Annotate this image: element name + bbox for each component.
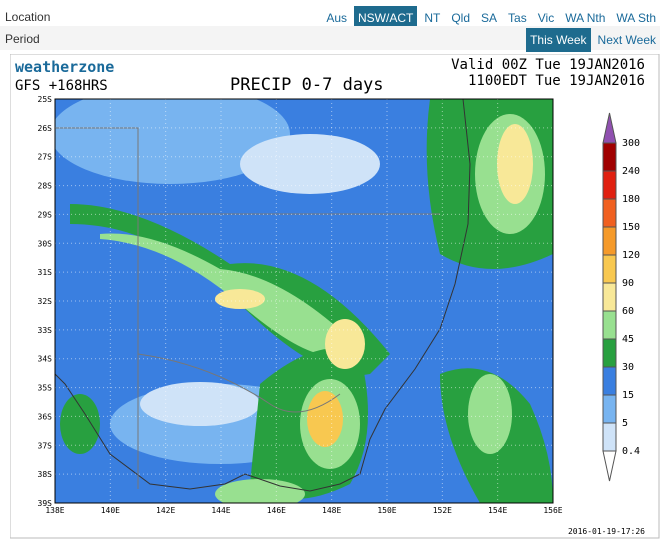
legend-label: 300 [622, 138, 640, 149]
map-panel: weatherzone GFS +168HRS PRECIP 0-7 days … [10, 54, 660, 539]
timestamp: 2016-01-19-17:26 [568, 527, 645, 536]
lat-label: 29S [38, 210, 53, 219]
legend-swatch [602, 366, 617, 396]
legend-label: 45 [622, 334, 634, 345]
legend-swatch [602, 310, 617, 340]
lon-label: 144E [211, 506, 230, 515]
legend-label: 150 [622, 222, 640, 233]
legend-label: 30 [622, 362, 634, 373]
lat-label: 34S [38, 355, 53, 364]
period-tab[interactable]: This Week [526, 28, 591, 52]
lon-label: 148E [322, 506, 341, 515]
lat-label: 35S [38, 384, 53, 393]
map-frame [54, 98, 554, 504]
legend-swatch [602, 226, 617, 256]
legend-label: 120 [622, 250, 640, 261]
graticule: 25S 26S 27S 28S 29S 30S 31S 32S 33S 34S 35S 36S 37S 3… [38, 95, 563, 515]
legend-swatch [602, 422, 617, 452]
lat-label: 38S [38, 470, 53, 479]
model: GFS +168HRS [15, 78, 108, 94]
lon-label: 154E [488, 506, 507, 515]
legend-label: 60 [622, 306, 634, 317]
field-blob [240, 134, 380, 194]
lat-label: 36S [38, 412, 53, 421]
legend-label: 15 [622, 390, 634, 401]
legend-label: 5 [622, 418, 628, 429]
lon-label: 138E [45, 506, 64, 515]
legend-label: 240 [622, 166, 640, 177]
brand: weatherzone [15, 58, 114, 76]
local-time: 1100EDT Tue 19JAN2016 [468, 73, 645, 89]
legend-label: 90 [622, 278, 634, 289]
lat-label: 31S [38, 268, 53, 277]
location-row: Location Aus NSW/ACT NT Qld SA Tas Vic WA Nth WA… [0, 4, 660, 30]
legend-swatch [602, 254, 617, 284]
precip-field [55, 99, 553, 503]
period-tabs: This Week Next Week [523, 28, 660, 52]
valid-time: Valid 00Z Tue 19JAN2016 [451, 57, 645, 73]
map-title: PRECIP 0-7 days [230, 75, 384, 95]
legend-swatch [602, 198, 617, 228]
field-blob [325, 319, 365, 369]
region-tab[interactable]: WA Nth [565, 11, 606, 25]
legend-swatch [602, 394, 617, 424]
field-blob [60, 394, 100, 454]
field-blob [468, 374, 512, 454]
state-border [137, 353, 341, 413]
field-blob [140, 382, 260, 426]
region-tab[interactable]: SA [481, 11, 498, 25]
legend-swatch [602, 338, 617, 368]
lat-label: 37S [38, 441, 53, 450]
lon-label: 140E [101, 506, 120, 515]
region-tab[interactable]: Tas [508, 11, 527, 25]
period-row: Period This Week Next Week [0, 26, 660, 52]
lat-label: 33S [38, 326, 53, 335]
legend: 300 240 180 150 120 90 60 45 30 15 5 0.4 [602, 112, 640, 482]
location-label: Location [5, 10, 51, 24]
legend-swatch [602, 142, 617, 172]
region-tab[interactable]: Vic [537, 11, 555, 25]
field-blob [100, 233, 350, 356]
lat-label: 28S [38, 182, 53, 191]
lat-label: 25S [38, 95, 53, 104]
field-blob [497, 124, 533, 204]
state-border [55, 127, 440, 489]
field-blob [215, 479, 305, 503]
legend-swatch [602, 282, 617, 312]
lat-label: 32S [38, 297, 53, 306]
lat-label: 39S [38, 499, 53, 508]
lat-label: 27S [38, 153, 53, 162]
legend-swatch [602, 170, 617, 200]
field-blob [307, 391, 343, 447]
region-tab[interactable]: Qld [451, 11, 471, 25]
coastline [55, 99, 471, 492]
region-tab[interactable]: NT [424, 11, 441, 25]
field-blob [215, 289, 265, 309]
legend-end [602, 450, 617, 482]
lon-label: 156E [543, 506, 562, 515]
region-tab[interactable]: WA Sth [616, 11, 656, 25]
lat-label: 30S [38, 239, 53, 248]
period-label: Period [5, 32, 40, 46]
legend-label: 0.4 [622, 446, 640, 457]
legend-label: 180 [622, 194, 640, 205]
lon-label: 152E [433, 506, 452, 515]
period-tab[interactable]: Next Week [597, 33, 656, 47]
lat-label: 26S [38, 124, 53, 133]
lon-label: 150E [377, 506, 396, 515]
lon-label: 142E [156, 506, 175, 515]
region-tab[interactable]: Aus [326, 11, 347, 25]
field-blob [55, 99, 290, 184]
lon-label: 146E [267, 506, 286, 515]
